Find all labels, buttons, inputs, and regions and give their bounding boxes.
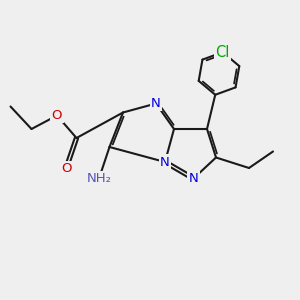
Text: NH₂: NH₂ bbox=[86, 172, 112, 185]
Text: O: O bbox=[61, 162, 71, 175]
Text: N: N bbox=[151, 97, 161, 110]
Text: N: N bbox=[160, 155, 170, 169]
Text: O: O bbox=[52, 109, 62, 122]
Text: N: N bbox=[189, 172, 198, 185]
Text: Cl: Cl bbox=[216, 45, 230, 60]
